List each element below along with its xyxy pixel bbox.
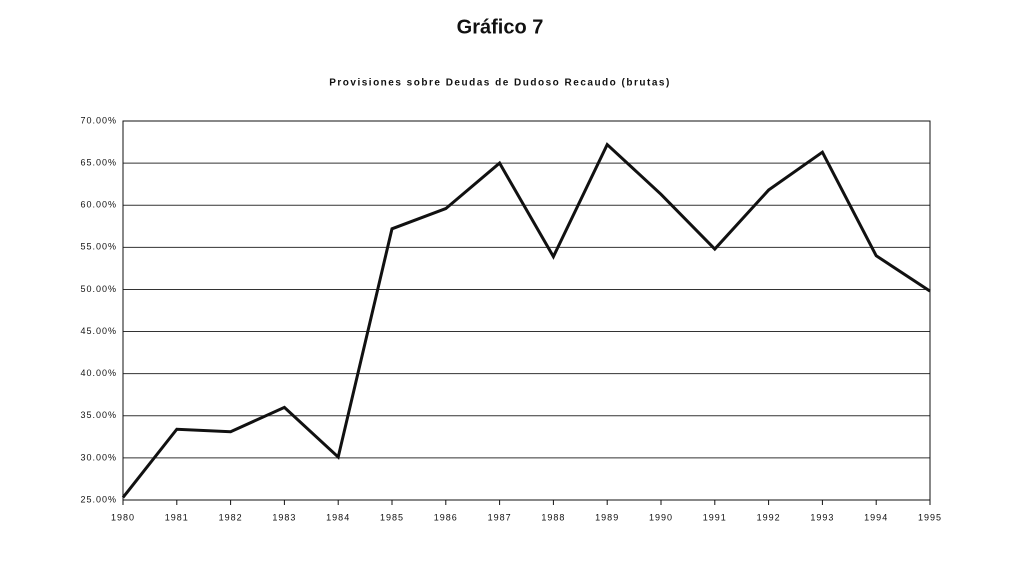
x-tick-label: 1992 xyxy=(757,512,781,522)
chart-title: Gráfico 7 xyxy=(457,16,544,38)
y-tick-label: 65.00% xyxy=(80,157,117,167)
y-tick-label: 70.00% xyxy=(80,115,117,125)
y-tick-label: 30.00% xyxy=(80,452,117,462)
x-tick-label: 1995 xyxy=(918,512,942,522)
x-tick-label: 1983 xyxy=(272,512,296,522)
plot-frame xyxy=(122,120,931,501)
y-tick-label: 40.00% xyxy=(80,368,117,378)
x-tick-label: 1980 xyxy=(111,512,135,522)
x-tick-label: 1990 xyxy=(649,512,673,522)
x-tick-label: 1989 xyxy=(595,512,619,522)
x-tick-label: 1991 xyxy=(703,512,727,522)
x-tick-label: 1984 xyxy=(326,512,350,522)
x-tick-label: 1982 xyxy=(219,512,243,522)
y-tick-label: 45.00% xyxy=(80,326,117,336)
chart-subtitle: Provisiones sobre Deudas de Dudoso Recau… xyxy=(329,78,671,89)
x-tick-label: 1988 xyxy=(541,512,565,522)
x-tick-label: 1987 xyxy=(488,512,512,522)
x-tick-label: 1993 xyxy=(810,512,834,522)
x-tick-label: 1981 xyxy=(165,512,189,522)
x-tick-label: 1986 xyxy=(434,512,458,522)
y-tick-label: 50.00% xyxy=(80,284,117,294)
x-tick-label: 1985 xyxy=(380,512,404,522)
x-tick-label: 1994 xyxy=(864,512,888,522)
data-line xyxy=(121,142,931,499)
y-tick-label: 55.00% xyxy=(80,242,117,252)
y-tick-label: 60.00% xyxy=(80,200,117,210)
y-tick-label: 25.00% xyxy=(80,494,117,504)
y-tick-label: 35.00% xyxy=(80,410,117,420)
